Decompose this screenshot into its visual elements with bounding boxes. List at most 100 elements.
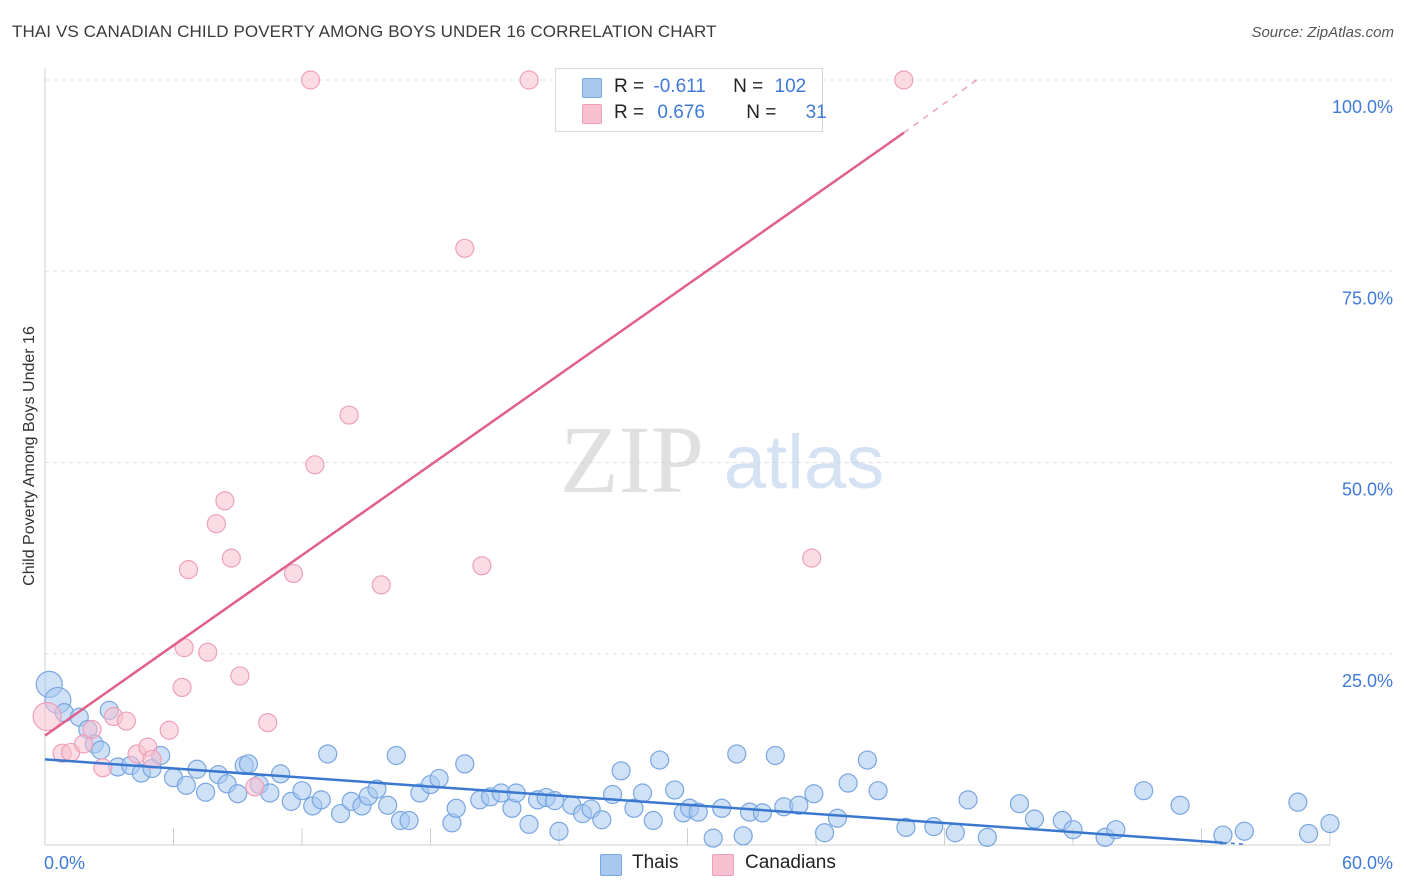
thais-point <box>1063 820 1083 840</box>
canadians-point <box>371 575 391 595</box>
canadians-point <box>178 559 199 580</box>
canadians-point <box>142 749 162 769</box>
thais-point <box>455 754 475 774</box>
thais-point <box>857 750 878 770</box>
thais-point <box>1298 823 1319 844</box>
canadians-point <box>300 70 321 90</box>
n-label: N = <box>733 76 764 97</box>
canadians-point <box>198 642 218 662</box>
thais-point <box>665 780 685 800</box>
r-value: -0.611 <box>653 76 706 97</box>
canadians-point <box>116 711 136 731</box>
canadians-point <box>73 734 94 754</box>
watermark: ZIP atlas <box>560 406 884 513</box>
y-tick-label: 25.0% <box>1342 671 1393 691</box>
canadians-point <box>283 563 304 584</box>
canadians-point <box>472 556 492 576</box>
thais-point <box>176 775 196 795</box>
thais-point <box>446 798 466 818</box>
canadians-point <box>519 70 539 90</box>
thais-point <box>318 744 338 764</box>
legend-canadians-label: Canadians <box>745 852 836 873</box>
thais-point <box>945 823 965 843</box>
thais-point <box>1234 821 1254 841</box>
x-tick-label-max: 60.0% <box>1342 853 1393 873</box>
thais-point <box>688 802 708 822</box>
r-value: 0.676 <box>657 102 705 123</box>
thais-point <box>238 754 259 774</box>
thais-point <box>270 764 291 784</box>
thais-point <box>330 804 351 824</box>
legend-thais-label: Thais <box>632 852 679 873</box>
source-label: Source: ZipAtlas.com <box>1251 24 1394 41</box>
thais-point <box>868 781 888 801</box>
thais-point <box>611 761 631 781</box>
legend-thais-text: R = -0.611 N = 102 <box>614 76 806 98</box>
canadians-point <box>455 238 475 258</box>
canadians-point <box>172 677 192 698</box>
thais-point <box>752 803 773 823</box>
r-label: R = <box>614 76 645 97</box>
legend-canadians-text: R = 0.676 N = 31 <box>614 102 827 124</box>
thais-point <box>91 740 111 760</box>
stats-legend: R = -0.611 N = 102 R = 0.676 N = 31 <box>555 68 827 132</box>
grid-layer <box>45 79 1392 655</box>
thais-point <box>592 810 612 830</box>
canadians-point <box>305 455 325 475</box>
thais-point <box>643 810 663 831</box>
canadians-point <box>206 514 226 534</box>
thais-point <box>1320 813 1340 834</box>
thais-point <box>519 814 539 834</box>
axis-layer: 25.0% 50.0% 75.0% 100.0% 0.0% 60.0% <box>44 68 1393 873</box>
thais-point <box>429 768 449 789</box>
thais-point <box>924 817 944 837</box>
thais-point <box>1213 825 1233 845</box>
thais-point <box>1134 781 1154 801</box>
canadians-point <box>245 777 265 797</box>
thais-point <box>549 821 569 841</box>
thais-point <box>789 795 809 815</box>
thais-point <box>228 784 248 804</box>
thais-point <box>399 810 419 831</box>
thais-point <box>632 783 653 803</box>
thais-point <box>977 827 997 847</box>
canadians-point <box>159 720 179 740</box>
thais-point <box>196 782 216 802</box>
canadians-point <box>32 701 62 732</box>
x-tick-label-min: 0.0% <box>44 853 85 873</box>
canadians-point <box>339 405 359 425</box>
thais-point <box>624 798 644 818</box>
thais-point <box>838 773 858 793</box>
thais-point <box>378 795 398 815</box>
canadians-trendline-ext <box>903 79 978 134</box>
thais-point <box>733 826 753 846</box>
canadians-point <box>93 758 113 778</box>
n-value: 31 <box>805 102 827 123</box>
thais-point <box>814 823 835 843</box>
canadians-point <box>215 491 235 511</box>
thais-point <box>1024 809 1045 829</box>
y-axis-label: Child Poverty Among Boys Under 16 <box>21 326 38 586</box>
series-legend: Thais Canadians <box>600 852 860 878</box>
thais-point <box>386 745 406 766</box>
thais-point <box>896 817 916 838</box>
thais-point <box>367 779 387 799</box>
thais-swatch <box>582 78 602 98</box>
canadians-swatch <box>582 104 602 124</box>
thais-point <box>703 828 723 848</box>
n-value: 102 <box>774 76 807 97</box>
watermark-zip: ZIP <box>560 406 704 513</box>
thais-point <box>765 745 785 766</box>
watermark-atlas: atlas <box>724 420 885 505</box>
thais-point <box>1170 795 1190 815</box>
trend-layer <box>44 79 1245 845</box>
canadians-point <box>258 712 278 733</box>
thais-point <box>311 790 331 810</box>
n-label: N = <box>746 102 777 123</box>
thais-trendline <box>44 758 1224 844</box>
thais-point <box>1009 794 1030 814</box>
thais-point <box>650 750 670 770</box>
r-label: R = <box>614 102 645 123</box>
canadians-trendline <box>44 131 905 737</box>
